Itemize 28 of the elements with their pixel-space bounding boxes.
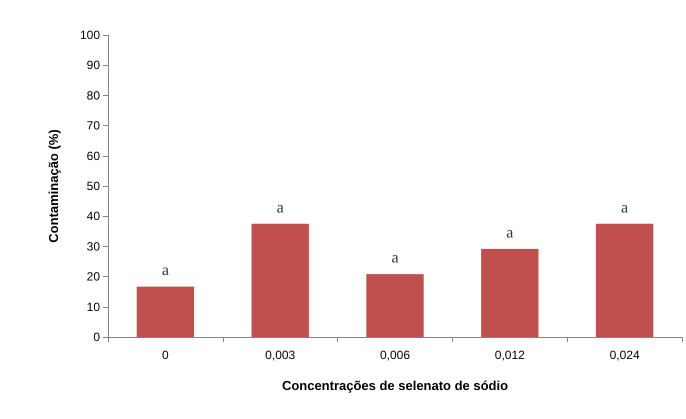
bar <box>252 224 309 337</box>
x-tick-label: 0,003 <box>265 348 296 362</box>
annotation: a <box>276 199 284 216</box>
y-tick-label: 50 <box>86 179 100 193</box>
x-tick-label: 0,012 <box>494 348 526 362</box>
annotation: a <box>391 250 399 267</box>
y-tick-label: 20 <box>86 270 100 284</box>
y-tick-label: 30 <box>86 239 100 254</box>
x-axis-title: Concentrações de selenato de sódio <box>282 378 508 393</box>
bar <box>366 274 424 337</box>
y-tick-label: 80 <box>86 88 100 102</box>
y-axis-title: Contaminação (%) <box>46 129 61 243</box>
bar <box>596 224 654 337</box>
annotation: a <box>621 199 628 216</box>
x-tick-label: 0,024 <box>610 348 640 362</box>
y-tick-label: 0 <box>93 330 100 344</box>
x-tick-label: 0,006 <box>380 348 410 362</box>
annotation: a <box>162 262 169 280</box>
bar <box>481 248 538 337</box>
y-tick-label: 90 <box>86 58 100 72</box>
y-tick-label: 40 <box>86 209 100 224</box>
y-tick-label: 60 <box>86 148 100 163</box>
y-tick-label: 10 <box>86 300 100 314</box>
annotation: a <box>506 224 514 242</box>
x-tick-label: 0 <box>162 348 170 362</box>
bar <box>136 286 194 337</box>
y-tick-label: 70 <box>86 118 100 133</box>
y-tick-label: 100 <box>80 28 100 42</box>
